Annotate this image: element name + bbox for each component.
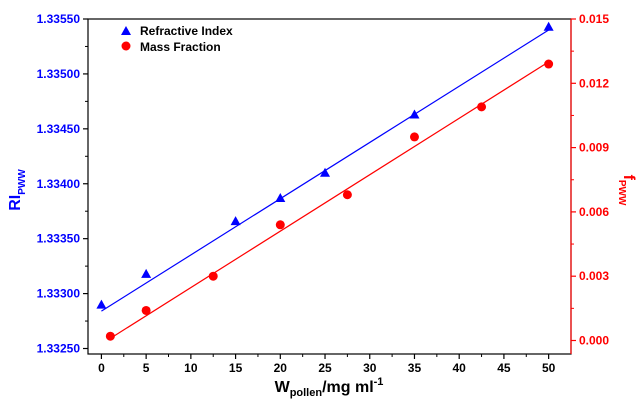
point-refractive-index: [409, 109, 420, 119]
x-axis: 0 5 10 15 20 25 30 35 40 45 50: [98, 354, 556, 375]
point-mass-fraction: [342, 190, 352, 200]
legend-label-mass-fraction: Mass Fraction: [140, 40, 221, 54]
point-mass-fraction: [275, 220, 285, 230]
point-mass-fraction: [409, 132, 419, 142]
y-right-axis-title: fPWW: [616, 175, 637, 206]
plot-frame: [87, 18, 572, 355]
y-left-axis-title-sub: PWW: [17, 169, 28, 195]
point-mass-fraction: [477, 102, 487, 112]
point-refractive-index: [96, 299, 107, 309]
y-left-tick-label: 1.33250: [37, 342, 81, 356]
fit-line-mass-fraction: [110, 61, 549, 339]
point-refractive-index: [141, 268, 152, 278]
y-left-tick-label: 1.33400: [37, 177, 81, 191]
x-axis-title-sub: pollen: [290, 387, 323, 399]
y-right-tick-label: 0.009: [579, 141, 609, 155]
x-tick-label: 0: [98, 361, 105, 375]
point-mass-fraction: [208, 271, 218, 281]
x-tick-label: 35: [408, 361, 422, 375]
legend-marker-mass-fraction: [121, 41, 131, 51]
y-left-tick-label: 1.33350: [37, 232, 81, 246]
point-mass-fraction: [141, 305, 151, 315]
x-tick-label: 30: [363, 361, 377, 375]
y-right-tick-label: 0.000: [579, 333, 609, 347]
point-refractive-index: [320, 167, 331, 177]
point-mass-fraction: [544, 59, 554, 69]
y-axis-right: 0.000 0.003 0.006 0.009 0.012 0.015: [571, 12, 609, 347]
x-tick-label: 45: [497, 361, 511, 375]
point-refractive-index: [230, 216, 241, 226]
y-right-axis-title-main: f: [620, 175, 637, 181]
x-tick-label: 40: [453, 361, 467, 375]
legend-marker-refractive-index: [121, 26, 131, 35]
x-tick-label: 5: [143, 361, 150, 375]
legend-label-refractive-index: Refractive Index: [140, 24, 233, 38]
x-axis-title-main: W: [275, 379, 291, 396]
y-left-axis-title: RIPWW: [7, 169, 28, 211]
point-mass-fraction: [105, 331, 115, 341]
y-right-tick-label: 0.015: [579, 12, 609, 26]
x-axis-title-unit: /mg ml: [322, 379, 374, 396]
x-axis-title-sup: -1: [374, 376, 384, 388]
x-tick-label: 50: [542, 361, 556, 375]
y-right-axis-title-sub: PWW: [616, 180, 627, 206]
x-tick-label: 25: [318, 361, 332, 375]
x-axis-title: Wpollen/mg ml-1: [275, 376, 384, 399]
y-right-tick-label: 0.003: [579, 269, 609, 283]
y-left-tick-label: 1.33550: [37, 12, 81, 26]
x-tick-label: 15: [229, 361, 243, 375]
y-left-axis-title-main: RI: [7, 195, 24, 211]
y-left-tick-label: 1.33300: [37, 287, 81, 301]
y-left-tick-label: 1.33500: [37, 67, 81, 81]
y-right-tick-label: 0.012: [579, 76, 609, 90]
y-left-tick-label: 1.33450: [37, 122, 81, 136]
legend: Refractive Index Mass Fraction: [121, 24, 233, 54]
point-refractive-index: [543, 21, 554, 31]
y-axis-left: 1.33250 1.33300 1.33350 1.33400 1.33450 1.335…: [37, 12, 88, 356]
point-refractive-index: [275, 193, 286, 203]
x-tick-label: 10: [184, 361, 198, 375]
series-layer: [96, 21, 554, 341]
y-right-tick-label: 0.006: [579, 205, 609, 219]
x-tick-label: 20: [274, 361, 288, 375]
